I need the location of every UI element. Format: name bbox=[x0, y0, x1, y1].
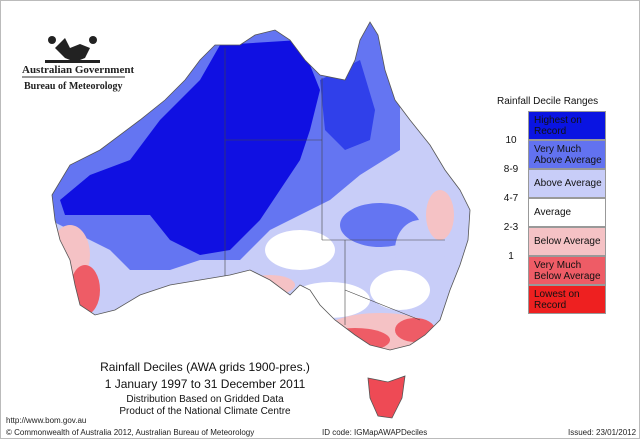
legend-swatch: Lowest on Record bbox=[528, 285, 606, 314]
legend-swatch: Average bbox=[528, 198, 606, 227]
url: http://www.bom.gov.au bbox=[6, 416, 87, 425]
caption-period: 1 January 1997 to 31 December 2011 bbox=[104, 377, 306, 391]
bureau: Bureau of Meteorology bbox=[24, 81, 123, 92]
legend-swatch: Very Much Below Average bbox=[528, 256, 606, 285]
tasmania bbox=[367, 375, 406, 419]
state-borders bbox=[224, 48, 445, 325]
legend-decile: 2-3 bbox=[503, 222, 519, 233]
legend-swatch: Very Much Above Average bbox=[528, 140, 606, 169]
legend-decile: 8-9 bbox=[503, 164, 519, 175]
coastline bbox=[51, 21, 471, 351]
agency: Australian Government bbox=[22, 64, 135, 76]
legend-decile: 10 bbox=[505, 135, 517, 146]
caption-product: Product of the National Climate Centre bbox=[119, 406, 291, 417]
legend-swatch: Highest on Record bbox=[528, 111, 606, 140]
copyright: © Commonwealth of Australia 2012, Austra… bbox=[6, 428, 255, 437]
legend-swatch: Below Average bbox=[528, 227, 606, 256]
caption-title: Rainfall Deciles (AWA grids 1900-pres.) bbox=[100, 360, 310, 374]
legend-decile: 1 bbox=[508, 251, 514, 262]
legend-decile: 4-7 bbox=[503, 193, 519, 204]
legend-title: Rainfall Decile Ranges bbox=[497, 96, 599, 107]
id-code: ID code: IGMapAWAPDeciles bbox=[322, 428, 428, 437]
legend-swatch: Above Average bbox=[528, 169, 606, 198]
issued: Issued: 23/01/2012 bbox=[568, 428, 637, 437]
coat-of-arms bbox=[45, 36, 100, 63]
caption-note: Distribution Based on Gridded Data bbox=[126, 394, 284, 405]
